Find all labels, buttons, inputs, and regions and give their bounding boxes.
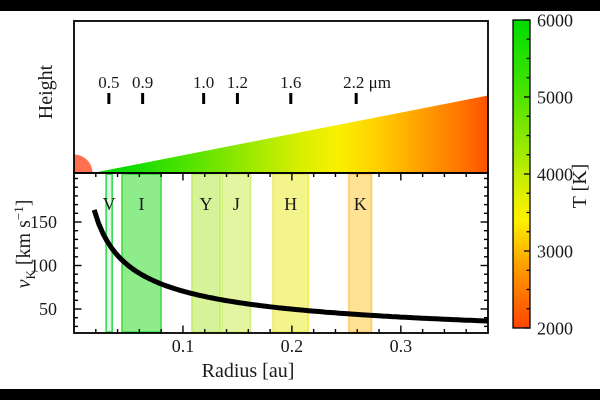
keplerian-curve-layer	[91, 209, 489, 324]
vk-unit-pre: [km s	[13, 220, 35, 270]
wavelength-tick	[354, 93, 358, 104]
wavelength-label: 0.9	[132, 73, 153, 92]
band-label: I	[139, 194, 145, 214]
colorbar-tick-label: 3000	[537, 242, 573, 262]
wavelength-tick	[107, 93, 111, 104]
vk-variable: v	[13, 279, 35, 288]
band-region	[121, 173, 162, 333]
keplerian-velocity-curve	[91, 209, 489, 324]
wavelength-tick	[289, 93, 293, 104]
disk-schematic-panel: 0.5 0.9 1.0 1.2 1.6 2.2 μm	[74, 73, 488, 173]
y-tick-label: 150	[30, 212, 57, 232]
colorbar: 6000 5000 4000 3000 2000	[512, 11, 573, 339]
y-tick-label: 50	[39, 299, 57, 319]
band-label: Y	[199, 194, 212, 214]
bottom-panel-ylabel: vK [km s−1]	[11, 200, 38, 289]
wavelength-tick	[202, 93, 206, 104]
wavelength-label: 2.2 μm	[343, 73, 391, 92]
central-star	[74, 154, 93, 173]
axes-tick-labels: 0.1 0.2 0.3 50 100 150	[30, 212, 412, 356]
vk-exponent: −1	[11, 206, 26, 220]
y-tick-label: 100	[30, 256, 57, 276]
x-tick-label: 0.1	[172, 336, 195, 356]
colorbar-tick-label: 4000	[537, 165, 573, 185]
vk-subscript: K	[23, 270, 38, 280]
disk-temperature-wedge	[92, 95, 488, 173]
x-tick-label: 0.2	[281, 336, 304, 356]
wavelength-tick	[141, 93, 145, 104]
bottom-panel-frame	[73, 172, 489, 334]
bottom-panel-xlabel: Radius [au]	[202, 360, 295, 382]
colorbar-tick-label: 5000	[537, 88, 573, 108]
wavelength-label: 1.2	[227, 73, 248, 92]
colorbar-label: T [K]	[569, 164, 591, 209]
wavelength-label: 0.5	[98, 73, 119, 92]
top-panel-ylabel: Height	[35, 64, 57, 119]
wavelength-tick	[235, 93, 239, 104]
wavelength-label: 1.6	[280, 73, 301, 92]
wavelength-label: 1.0	[193, 73, 214, 92]
axes-ticks	[74, 173, 488, 333]
band-label: J	[233, 194, 240, 214]
band-label: H	[284, 194, 297, 214]
colorbar-tick-label: 6000	[537, 11, 573, 31]
band-region	[191, 173, 221, 333]
colorbar-tick-label: 2000	[537, 319, 573, 339]
x-tick-label: 0.3	[390, 336, 413, 356]
band-region	[348, 173, 373, 333]
band-region	[105, 173, 113, 333]
axes-frames	[73, 20, 489, 334]
band-label: V	[103, 194, 116, 214]
band-label: K	[354, 194, 367, 214]
vk-unit-post: ]	[13, 200, 35, 207]
